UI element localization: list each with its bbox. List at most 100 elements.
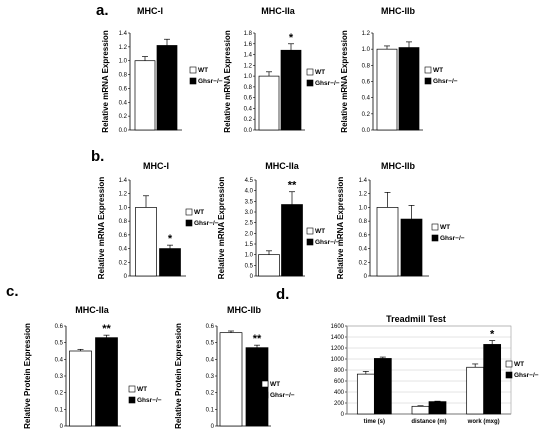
y-tick-label-c2: 0 [211, 424, 215, 430]
y-tick-label-b3: 1.2 [359, 192, 368, 198]
y-tick-label-a1: 0.8 [119, 73, 128, 79]
y-tick-label-a1: 1.4 [119, 31, 128, 37]
legend-label-c2-ko: Ghsr−/− [270, 392, 295, 399]
bar-a1-wt [134, 60, 156, 131]
y-tick-label-d1: 1400 [331, 335, 345, 341]
y-tick-label-c1: 0.1 [55, 407, 64, 413]
y-tick-label-c2: 0.1 [206, 407, 215, 413]
legend-swatch-b2-ko [306, 238, 314, 246]
y-tick-label-b2: 2.5 [245, 221, 254, 227]
bar-d1-wt [356, 373, 375, 415]
y-tick-label-b2: 0.5 [245, 263, 254, 269]
legend-swatch-d1-ko [505, 371, 513, 379]
chart-title-b3: MHC-IIb [381, 161, 415, 171]
y-tick-label-a3: 1.0 [362, 47, 371, 53]
y-tick-label-a2: 1.4 [244, 53, 253, 59]
y-tick-label-a2: 0.2 [244, 117, 253, 123]
bar-a2-wt [258, 75, 280, 131]
y-axis-label-a1: Relative mRNA Expression [101, 30, 110, 133]
y-tick-label-d1: 1600 [331, 324, 345, 330]
chart-title-a3: MHC-IIb [381, 6, 415, 16]
legend-swatch-a1-wt [189, 66, 197, 74]
legend-label-b1-wt: WT [194, 209, 204, 216]
y-tick-label-b3: 0.4 [359, 247, 368, 253]
y-tick-label-b2: 1.0 [245, 253, 254, 259]
y-tick-label-c2: 0.3 [206, 374, 215, 380]
y-tick-label-c1: 0 [60, 424, 64, 430]
y-tick-label-a1: 0.6 [119, 86, 128, 92]
y-tick-label-d1: 600 [334, 379, 345, 385]
panel-label-c: c. [6, 283, 19, 300]
y-tick-label-d1: 1000 [331, 357, 345, 363]
significance-mark-c2: ** [253, 333, 262, 345]
bar-d1-wt [411, 405, 430, 415]
y-tick-label-a1: 0.0 [119, 128, 128, 134]
bar-a1-ko [156, 45, 178, 131]
bar-b3-ko [400, 218, 423, 277]
significance-mark-b1: * [168, 233, 173, 245]
panel-label-a: a. [96, 2, 109, 19]
chart-title-a1: MHC-I [137, 6, 163, 16]
y-tick-label-b3: 1.0 [359, 205, 368, 211]
y-tick-label-b1: 0.8 [119, 219, 128, 225]
significance-mark-b2: ** [288, 180, 297, 192]
y-axis-label-b1: Relative mRNA Expression [97, 177, 106, 280]
y-tick-label-c1: 0.2 [55, 391, 64, 397]
chart-title-a2: MHC-IIa [261, 6, 295, 16]
y-tick-label-c2: 0.2 [206, 391, 215, 397]
bar-a3-ko [398, 47, 420, 131]
legend-label-b3-ko: Ghsr−/− [440, 235, 465, 242]
significance-mark-d1: * [490, 329, 495, 341]
y-tick-label-c1: 0.5 [55, 341, 64, 347]
y-tick-label-b2: 1.5 [245, 242, 254, 248]
chart-title-c2: MHC-IIb [227, 305, 261, 315]
significance-mark-c1: ** [102, 323, 111, 335]
legend-label-a3-ko: Ghsr−/− [433, 78, 458, 85]
legend-label-a3-wt: WT [433, 67, 443, 74]
legend-label-c1-ko: Ghsr−/− [137, 397, 162, 404]
y-tick-label-c1: 0.6 [55, 324, 64, 330]
y-tick-label-a2: 1.8 [244, 31, 253, 37]
panel-label-d: d. [276, 286, 290, 303]
y-tick-label-b1: 0.4 [119, 247, 128, 253]
bar-b1-wt [135, 207, 157, 277]
legend-label-a2-wt: WT [315, 69, 325, 76]
y-tick-label-a2: 1.0 [244, 74, 253, 80]
y-axis-label-a2: Relative mRNA Expression [223, 30, 232, 133]
chart-title-d1: Treadmill Test [386, 314, 446, 324]
bar-b1-ko [159, 248, 181, 277]
y-tick-label-b2: 4.0 [245, 189, 254, 195]
y-tick-label-d1: 1200 [331, 346, 345, 352]
y-tick-label-d1: 800 [334, 368, 345, 374]
bar-d1-wt [466, 366, 485, 415]
bar-b2-wt [258, 254, 280, 277]
legend-swatch-c1-wt [128, 385, 136, 393]
legend-swatch-a2-wt [306, 68, 314, 76]
x-category-label-d1: work (mxg) [467, 419, 500, 425]
y-tick-label-b3: 0.6 [359, 233, 368, 239]
legend-swatch-c1-ko [128, 396, 136, 404]
y-tick-label-a3: 0.2 [362, 112, 371, 118]
legend-label-a1-wt: WT [198, 67, 208, 74]
y-tick-label-b3: 0.8 [359, 219, 368, 225]
y-tick-label-a3: 0.6 [362, 80, 371, 86]
legend-swatch-c2-ko [261, 391, 269, 399]
x-category-label-d1: distance (m) [411, 419, 446, 425]
y-tick-label-a3: 0.0 [362, 128, 371, 134]
legend-swatch-b2-wt [306, 227, 314, 235]
bar-d1-ko [373, 358, 392, 415]
y-axis-label-a3: Relative mRNA Expression [340, 30, 349, 133]
legend-label-b2-ko: Ghsr−/− [315, 239, 340, 246]
y-tick-label-d1: 0 [341, 412, 345, 418]
y-tick-label-a2: 1.6 [244, 42, 253, 48]
y-tick-label-a2: 1.2 [244, 63, 253, 69]
legend-label-d1-ko: Ghsr−/− [514, 372, 539, 379]
y-tick-label-a3: 0.4 [362, 96, 371, 102]
y-tick-label-b2: 3.5 [245, 199, 254, 205]
y-tick-label-b2: 4.5 [245, 178, 254, 184]
bar-b3-wt [376, 207, 399, 277]
significance-mark-a2: * [289, 32, 294, 44]
bar-d1-ko [483, 344, 502, 415]
legend-label-b1-ko: Ghsr−/− [194, 220, 219, 227]
y-axis-label-c2: Relative Protein Expression [174, 323, 183, 429]
